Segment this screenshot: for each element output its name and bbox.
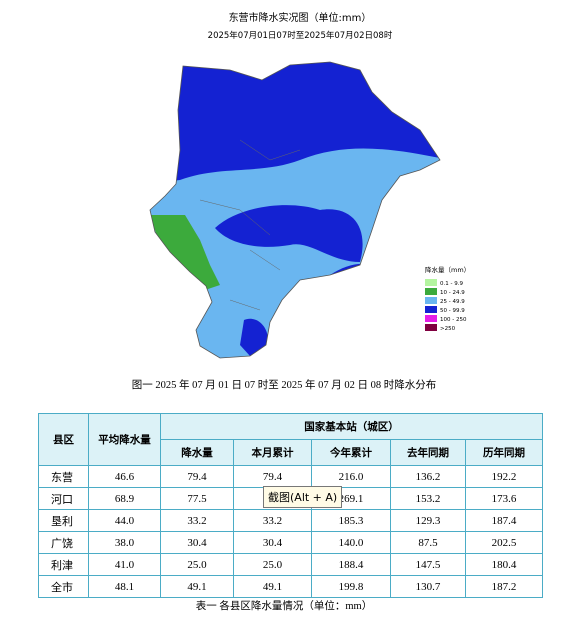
- value-cell: 30.4: [160, 531, 234, 554]
- value-cell: 68.9: [88, 487, 161, 510]
- value-cell: 87.5: [390, 531, 466, 554]
- legend-title: 降水量（mm）: [425, 265, 470, 274]
- value-cell: 173.6: [465, 487, 543, 510]
- value-cell: 187.4: [465, 509, 543, 532]
- header-group: 国家基本站（城区）: [160, 413, 543, 440]
- value-cell: 33.2: [233, 509, 312, 532]
- header-column: 本月累计: [233, 439, 312, 466]
- value-cell: 136.2: [390, 465, 466, 488]
- county-cell: 全市: [38, 575, 89, 598]
- value-cell: 140.0: [311, 531, 391, 554]
- figure-caption: 图一 2025 年 07 月 01 日 07 时至 2025 年 07 月 02…: [131, 380, 437, 391]
- legend-swatch: [425, 324, 437, 331]
- table-row: 东营 46.6 79.4 79.4 216.0 136.2 192.2: [38, 465, 543, 488]
- table-row: 全市 48.1 49.1 49.1 199.8 130.7 187.2: [38, 575, 543, 598]
- value-cell: 185.3: [311, 509, 391, 532]
- map-title: 东营市降水实况图（单位:mm）: [229, 11, 372, 24]
- county-cell: 东营: [38, 465, 89, 488]
- legend-label: 0.1 - 9.9: [440, 281, 463, 287]
- value-cell: 30.4: [233, 531, 312, 554]
- value-cell: 129.3: [390, 509, 466, 532]
- value-cell: 49.1: [233, 575, 312, 598]
- county-cell: 广饶: [38, 531, 89, 554]
- region: [240, 318, 269, 356]
- legend-label: 25 - 49.9: [440, 299, 465, 305]
- legend-swatch: [425, 306, 437, 313]
- legend-swatch: [425, 279, 437, 286]
- legend-swatch: [425, 297, 437, 304]
- value-cell: 130.7: [390, 575, 466, 598]
- legend-swatch: [425, 288, 437, 295]
- value-cell: 79.4: [233, 465, 312, 488]
- value-cell: 147.5: [390, 553, 466, 576]
- header-average: 平均降水量: [88, 413, 161, 466]
- legend-label: >250: [440, 326, 456, 332]
- header-column: 去年同期: [390, 439, 466, 466]
- county-cell: 河口: [38, 487, 89, 510]
- value-cell: 199.8: [311, 575, 391, 598]
- region: [150, 215, 220, 290]
- value-cell: 77.5: [160, 487, 234, 510]
- header-column: 今年累计: [311, 439, 391, 466]
- rain-map: 东营市降水实况图（单位:mm） 2025年07月01日07时至2025年07月0…: [149, 11, 470, 359]
- legend-label: 100 - 250: [440, 317, 467, 323]
- legend-label: 10 - 24.9: [440, 290, 465, 296]
- header-column: 历年同期: [465, 439, 543, 466]
- table-row: 利津 41.0 25.0 25.0 188.4 147.5 180.4: [38, 553, 543, 576]
- value-cell: 46.6: [88, 465, 161, 488]
- value-cell: 180.4: [465, 553, 543, 576]
- county-cell: 利津: [38, 553, 89, 576]
- legend-swatch: [425, 315, 437, 322]
- value-cell: 41.0: [88, 553, 161, 576]
- value-cell: 25.0: [233, 553, 312, 576]
- table-row: 垦利 44.0 33.2 33.2 185.3 129.3 187.4: [38, 509, 543, 532]
- value-cell: 49.1: [160, 575, 234, 598]
- screenshot-tooltip: 截图(Alt + A): [263, 486, 343, 508]
- value-cell: 187.2: [465, 575, 543, 598]
- region: [215, 205, 363, 262]
- value-cell: 79.4: [160, 465, 234, 488]
- value-cell: 44.0: [88, 509, 161, 532]
- value-cell: 153.2: [390, 487, 466, 510]
- county-border: [199, 139, 301, 311]
- legend: 降水量（mm） 0.1 - 9.9 10 - 24.9 25 - 49.9 50 - …: [425, 265, 470, 332]
- map-regions: [150, 62, 440, 358]
- legend-label: 50 - 99.9: [440, 308, 465, 314]
- map-subtitle: 2025年07月01日07时至2025年07月02日08时: [208, 30, 393, 41]
- value-cell: 33.2: [160, 509, 234, 532]
- value-cell: 25.0: [160, 553, 234, 576]
- table-caption: 表一 各县区降水量情况（单位：mm）: [195, 601, 373, 612]
- header-column: 降水量: [160, 439, 234, 466]
- map-outline: [149, 61, 441, 359]
- header-county: 县区: [38, 413, 89, 466]
- value-cell: 192.2: [465, 465, 543, 488]
- value-cell: 202.5: [465, 531, 543, 554]
- value-cell: 188.4: [311, 553, 391, 576]
- value-cell: 216.0: [311, 465, 391, 488]
- county-cell: 垦利: [38, 509, 89, 532]
- value-cell: 48.1: [88, 575, 161, 598]
- value-cell: 38.0: [88, 531, 161, 554]
- table-row: 广饶 38.0 30.4 30.4 140.0 87.5 202.5: [38, 531, 543, 554]
